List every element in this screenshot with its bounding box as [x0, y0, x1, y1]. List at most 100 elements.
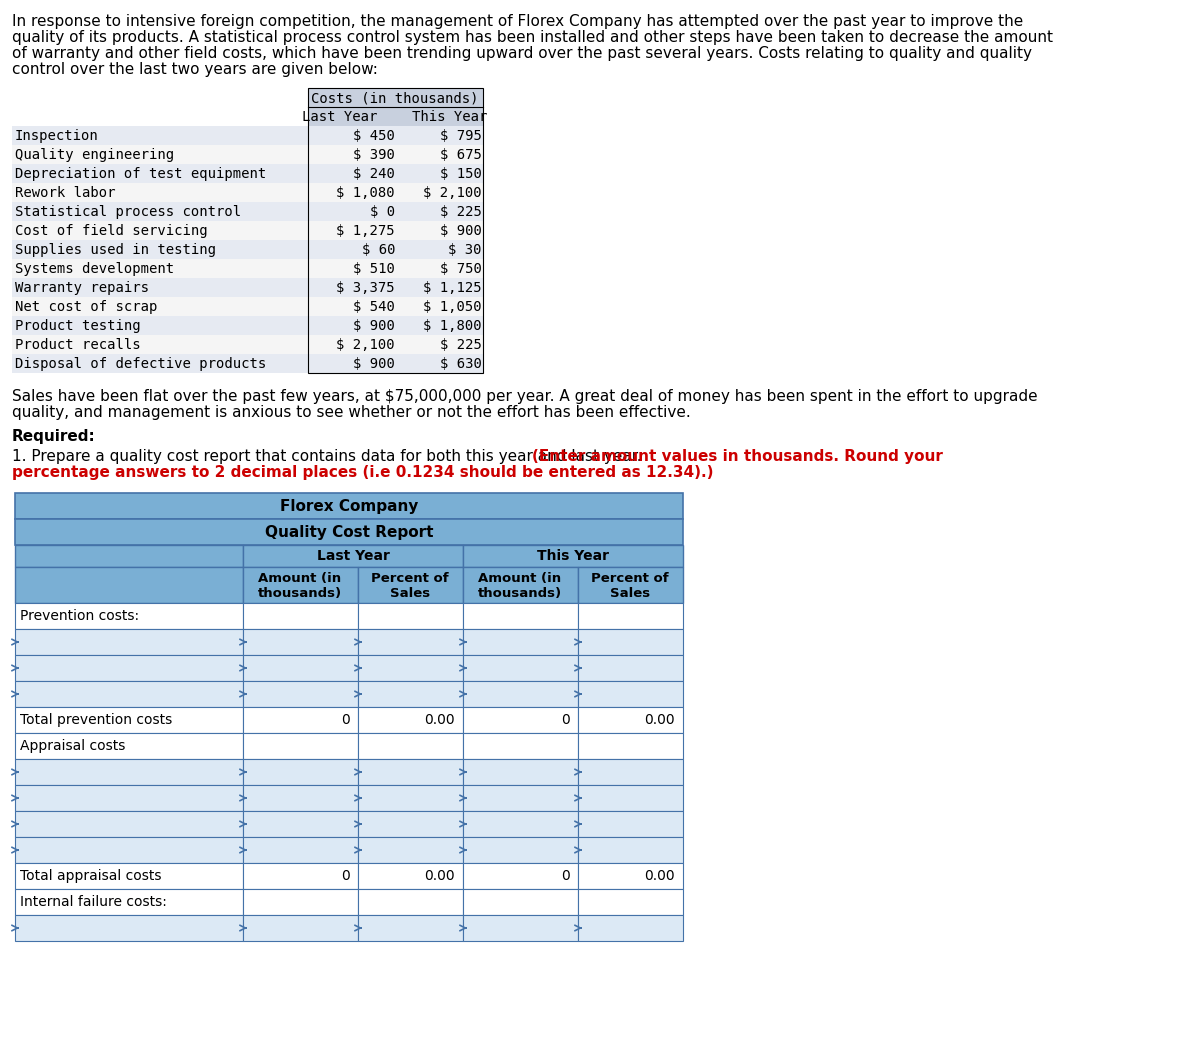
Bar — [14, 811, 242, 837]
Bar — [463, 785, 578, 811]
Text: This Year: This Year — [538, 549, 610, 563]
Bar — [242, 567, 358, 603]
Text: $ 60: $ 60 — [361, 243, 395, 257]
Text: $ 1,050: $ 1,050 — [424, 300, 482, 314]
Bar — [358, 759, 463, 785]
Bar — [308, 88, 482, 126]
Bar — [578, 733, 683, 759]
Text: Disposal of defective products: Disposal of defective products — [14, 357, 266, 371]
Text: Total appraisal costs: Total appraisal costs — [20, 869, 162, 883]
Text: $ 630: $ 630 — [440, 357, 482, 371]
Bar — [578, 759, 683, 785]
Text: of warranty and other field costs, which have been trending upward over the past: of warranty and other field costs, which… — [12, 46, 1032, 61]
Bar — [242, 759, 358, 785]
Text: $ 540: $ 540 — [353, 300, 395, 314]
Text: $ 900: $ 900 — [353, 319, 395, 333]
Bar — [358, 567, 463, 603]
Text: Warranty repairs: Warranty repairs — [14, 281, 149, 295]
Bar — [14, 733, 242, 759]
Text: quality of its products. A statistical process control system has been installed: quality of its products. A statistical p… — [12, 30, 1054, 45]
Bar — [12, 316, 482, 335]
Bar — [463, 681, 578, 707]
Text: Percent of
Sales: Percent of Sales — [371, 572, 449, 600]
Bar — [242, 707, 358, 733]
Bar — [578, 889, 683, 915]
Bar — [242, 811, 358, 837]
Bar — [358, 681, 463, 707]
Text: $ 510: $ 510 — [353, 262, 395, 276]
Text: $ 225: $ 225 — [440, 205, 482, 219]
Bar — [14, 889, 242, 915]
Bar — [14, 545, 242, 567]
Bar — [242, 863, 358, 889]
Bar — [578, 915, 683, 941]
Bar — [242, 837, 358, 863]
Text: Total prevention costs: Total prevention costs — [20, 713, 173, 727]
Bar — [14, 493, 683, 519]
Bar — [578, 629, 683, 655]
Text: Last Year: Last Year — [317, 549, 390, 563]
Bar — [463, 759, 578, 785]
Text: Quality engineering: Quality engineering — [14, 148, 174, 162]
Bar — [358, 629, 463, 655]
Text: $ 150: $ 150 — [440, 167, 482, 181]
Bar — [358, 889, 463, 915]
Bar — [358, 811, 463, 837]
Text: Product recalls: Product recalls — [14, 338, 140, 352]
Text: Costs (in thousands): Costs (in thousands) — [311, 91, 479, 105]
Text: 0.00: 0.00 — [425, 713, 455, 727]
Bar — [12, 278, 482, 297]
Text: $ 2,100: $ 2,100 — [336, 338, 395, 352]
Bar — [463, 567, 578, 603]
Bar — [578, 863, 683, 889]
Text: 0: 0 — [562, 869, 570, 883]
Bar — [463, 733, 578, 759]
Text: $ 390: $ 390 — [353, 148, 395, 162]
Bar — [12, 126, 482, 145]
Bar — [12, 145, 482, 164]
Text: $ 2,100: $ 2,100 — [424, 186, 482, 200]
Bar — [242, 655, 358, 681]
Text: quality, and management is anxious to see whether or not the effort has been eff: quality, and management is anxious to se… — [12, 405, 691, 420]
Text: $ 225: $ 225 — [440, 338, 482, 352]
Bar — [463, 837, 578, 863]
Text: Product testing: Product testing — [14, 319, 140, 333]
Bar — [463, 811, 578, 837]
Bar — [358, 863, 463, 889]
Bar — [578, 707, 683, 733]
Text: 0.00: 0.00 — [644, 713, 674, 727]
Text: Inspection: Inspection — [14, 129, 98, 143]
Text: Florex Company: Florex Company — [280, 499, 418, 514]
Text: $ 3,375: $ 3,375 — [336, 281, 395, 295]
Bar — [578, 681, 683, 707]
Text: Last Year: Last Year — [302, 110, 378, 124]
Bar — [308, 88, 482, 373]
Text: $ 0: $ 0 — [370, 205, 395, 219]
Bar — [14, 655, 242, 681]
Text: (Enter amount values in thousands. Round your: (Enter amount values in thousands. Round… — [533, 449, 943, 464]
Text: Cost of field servicing: Cost of field servicing — [14, 224, 208, 238]
Text: Amount (in
thousands): Amount (in thousands) — [478, 572, 562, 600]
Text: $ 675: $ 675 — [440, 148, 482, 162]
Bar — [14, 759, 242, 785]
Text: $ 1,800: $ 1,800 — [424, 319, 482, 333]
Text: Appraisal costs: Appraisal costs — [20, 739, 125, 753]
Bar — [14, 681, 242, 707]
Text: $ 900: $ 900 — [440, 224, 482, 238]
Bar — [14, 707, 242, 733]
Bar — [14, 837, 242, 863]
Text: Internal failure costs:: Internal failure costs: — [20, 895, 167, 909]
Bar — [14, 567, 242, 603]
Text: control over the last two years are given below:: control over the last two years are give… — [12, 62, 378, 77]
Bar — [242, 681, 358, 707]
Text: Prevention costs:: Prevention costs: — [20, 609, 139, 623]
Bar — [358, 915, 463, 941]
Bar — [14, 629, 242, 655]
Text: Depreciation of test equipment: Depreciation of test equipment — [14, 167, 266, 181]
Bar — [242, 889, 358, 915]
Bar — [12, 297, 482, 316]
Bar — [14, 863, 242, 889]
Text: Statistical process control: Statistical process control — [14, 205, 241, 219]
Bar — [242, 785, 358, 811]
Text: $ 240: $ 240 — [353, 167, 395, 181]
